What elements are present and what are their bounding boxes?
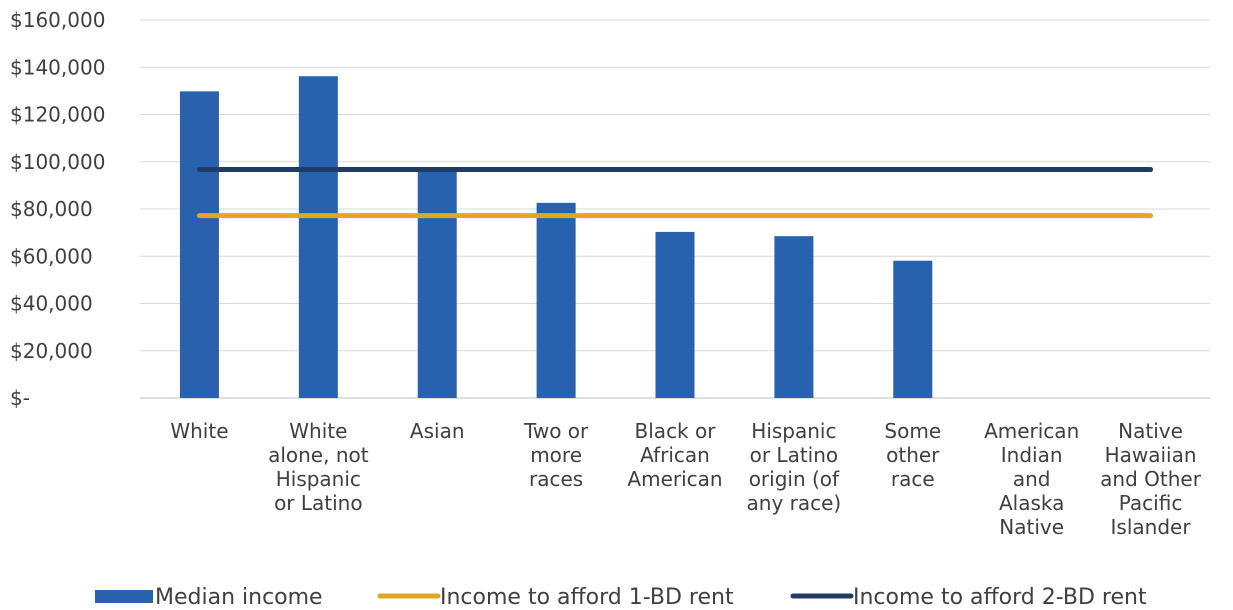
y-tick-label: $60,000 xyxy=(10,244,93,268)
legend-label: Income to afford 2-BD rent xyxy=(853,585,1147,610)
y-tick-label: $- xyxy=(10,386,30,410)
bars xyxy=(179,76,933,398)
x-axis-category-labels: White White alone, not Hispanic or Latino Asi… xyxy=(170,419,1201,539)
y-tick-label: $100,000 xyxy=(10,150,105,174)
bar xyxy=(179,91,219,398)
bar xyxy=(774,236,814,398)
y-tick-label: $140,000 xyxy=(10,55,105,79)
y-tick-label: $40,000 xyxy=(10,292,93,316)
bar xyxy=(536,202,576,398)
x-tick-label: Native Hawaiian and Other Pacific Islander xyxy=(1100,419,1202,539)
x-tick-label: Two or more races xyxy=(523,419,589,491)
bar xyxy=(298,76,338,398)
legend-label: Income to afford 1-BD rent xyxy=(440,585,734,610)
x-tick-label: American Indian and Alaska Native xyxy=(984,419,1079,539)
legend: Median income Income to afford 1-BD rent I… xyxy=(95,585,1147,610)
y-tick-label: $120,000 xyxy=(10,103,105,127)
x-tick-label: White xyxy=(170,419,228,443)
x-tick-label: Hispanic or Latino origin (of any race) xyxy=(747,419,842,515)
bar xyxy=(893,260,933,398)
series-lines xyxy=(196,167,1154,219)
y-tick-label: $20,000 xyxy=(10,339,93,363)
y-tick-label: $80,000 xyxy=(10,197,93,221)
y-axis-tick-labels: $- $20,000 $40,000 $60,000 $80,000 $100,000 $1… xyxy=(10,8,105,410)
y-tick-label: $160,000 xyxy=(10,8,105,32)
x-tick-label: Asian xyxy=(410,419,465,443)
x-tick-label: Some other race xyxy=(884,419,941,491)
x-tick-label: White alone, not Hispanic or Latino xyxy=(268,419,369,515)
x-tick-label: Black or African American xyxy=(627,419,722,491)
legend-swatch xyxy=(95,590,153,603)
bar xyxy=(417,168,457,398)
legend-label: Median income xyxy=(155,585,323,610)
bar xyxy=(655,231,695,398)
